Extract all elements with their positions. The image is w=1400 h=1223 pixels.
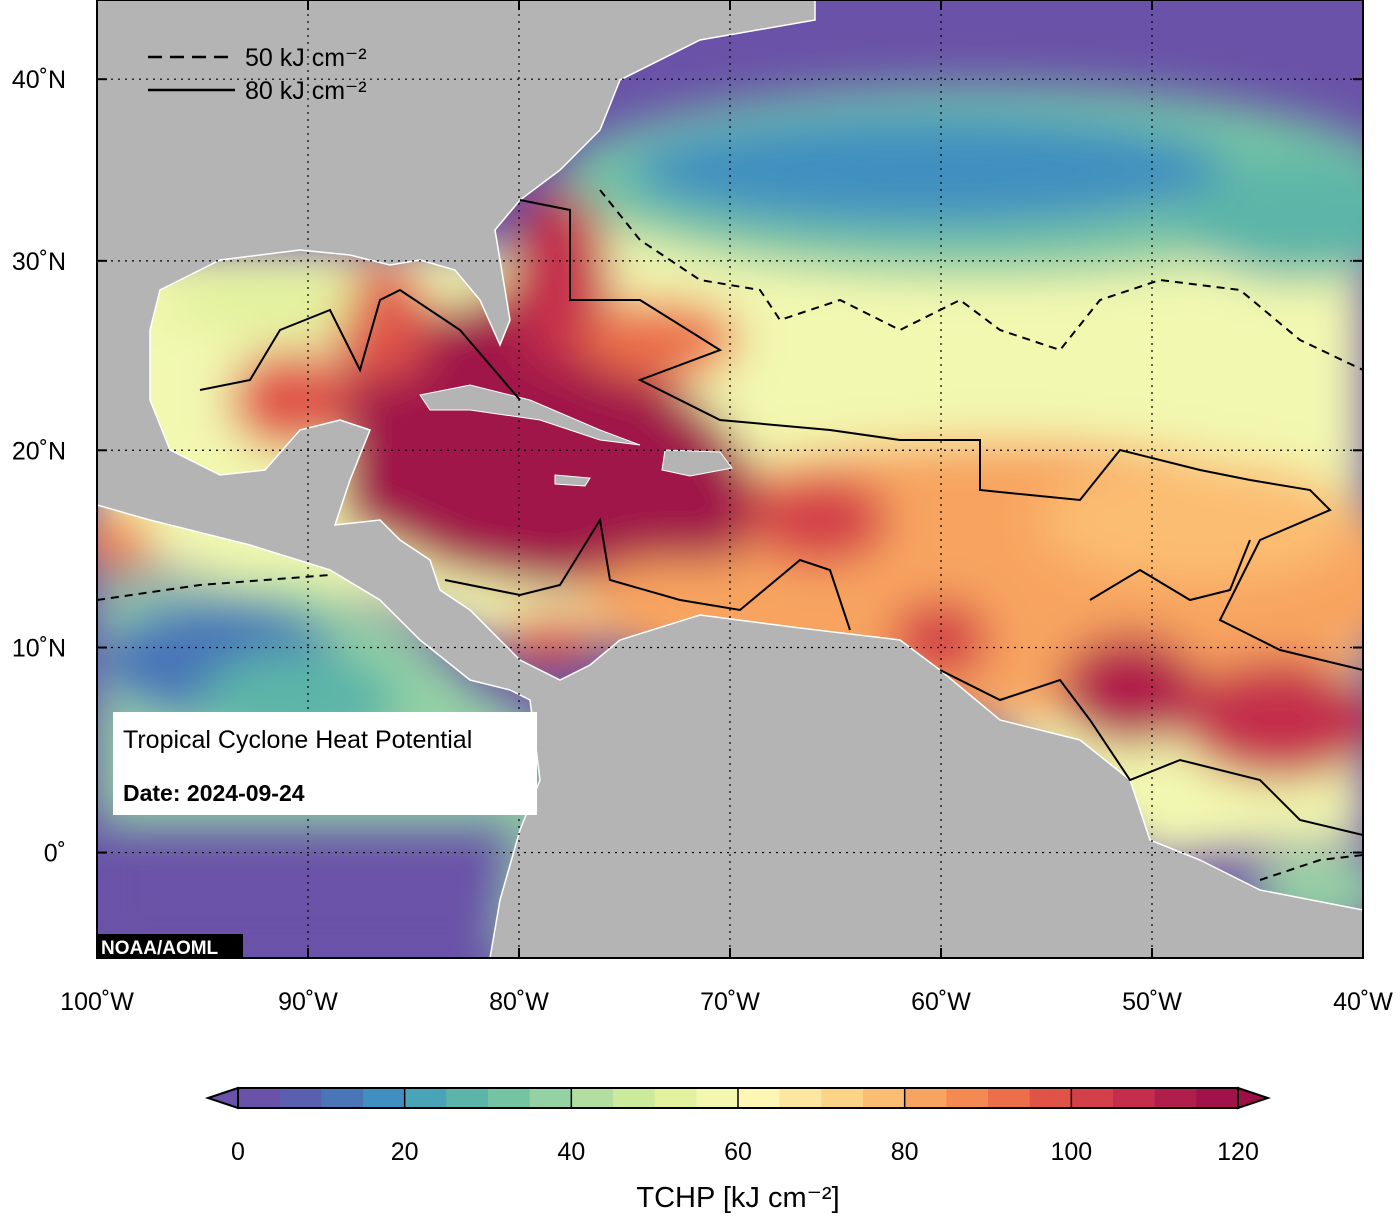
x-tick-label: 40˚W — [1333, 988, 1393, 1016]
hispaniola — [661, 449, 733, 477]
title: Tropical Cyclone Heat Potential — [123, 726, 472, 754]
colorbar-bin — [904, 1088, 947, 1108]
colorbar-tick-label: 120 — [1217, 1138, 1259, 1166]
colorbar-bin — [863, 1088, 906, 1108]
colorbar-bin — [1196, 1088, 1239, 1108]
colorbar-bin — [654, 1088, 697, 1108]
map-area: 50 kJ cm⁻² 80 kJ cm⁻² Tropical Cyclone H… — [97, 0, 1363, 959]
colorbar-bin — [488, 1088, 531, 1108]
colorbar-bin — [1029, 1088, 1072, 1108]
date: Date: 2024-09-24 — [123, 780, 305, 806]
colorbar-bin — [946, 1088, 989, 1108]
x-tick-label: 60˚W — [911, 988, 971, 1016]
colorbar-tick-label: 60 — [724, 1138, 752, 1166]
colorbar-bin — [321, 1088, 364, 1108]
colorbar-tick-label: 80 — [891, 1138, 919, 1166]
colorbar-bin — [1071, 1088, 1114, 1108]
legend-label: 50 kJ cm⁻² — [245, 44, 367, 72]
colorbar-bin — [988, 1088, 1031, 1108]
colorbar-over — [1237, 1086, 1272, 1110]
colorbar-bin — [613, 1088, 656, 1108]
colorbar-bin — [738, 1088, 781, 1108]
colorbar-bin — [279, 1088, 322, 1108]
legend: 50 kJ cm⁻² 80 kJ cm⁻² — [148, 44, 367, 105]
y-tick-label: 0˚ — [44, 840, 66, 868]
x-tick-label: 90˚W — [278, 988, 338, 1016]
contours — [97, 189, 1363, 881]
colorbar-bin — [696, 1088, 739, 1108]
colorbar-bin — [529, 1088, 572, 1108]
legend-label: 80 kJ cm⁻² — [245, 77, 367, 105]
credit: NOAA/AOML — [101, 938, 219, 959]
colorbar-bin — [1154, 1088, 1197, 1108]
y-tick-label: 30˚N — [12, 248, 66, 276]
colorbar-label: TCHP [kJ cm⁻²] — [636, 1182, 839, 1214]
cuba — [419, 384, 641, 446]
colorbar-bin — [779, 1088, 822, 1108]
x-tick-label: 70˚W — [700, 988, 760, 1016]
colorbar-under — [204, 1086, 239, 1110]
colorbar-bin — [238, 1088, 281, 1108]
x-tick-label: 80˚W — [489, 988, 549, 1016]
y-tick-label: 40˚N — [12, 66, 66, 94]
y-tick-label: 20˚N — [12, 437, 66, 465]
colorbar-bin — [1113, 1088, 1156, 1108]
colorbar-tick-label: 100 — [1050, 1138, 1092, 1166]
colorbar-bin — [446, 1088, 489, 1108]
jamaica — [554, 474, 591, 487]
colorbar: 0 20 40 60 80 100 120 — [204, 1086, 1272, 1166]
colorbar-bin — [821, 1088, 864, 1108]
colorbar-tick-label: 20 — [391, 1138, 419, 1166]
colorbar-bin — [571, 1088, 614, 1108]
x-tick-label: 100˚W — [60, 988, 134, 1016]
colorbar-bin — [363, 1088, 406, 1108]
title-box — [113, 712, 537, 815]
y-tick-label: 10˚N — [12, 635, 66, 663]
x-tick-label: 50˚W — [1122, 988, 1182, 1016]
land — [97, 0, 1363, 958]
credit-box — [97, 934, 243, 958]
colorbar-tick-label: 0 — [231, 1138, 245, 1166]
colorbar-bin — [404, 1088, 447, 1108]
colorbar-tick-label: 40 — [557, 1138, 585, 1166]
